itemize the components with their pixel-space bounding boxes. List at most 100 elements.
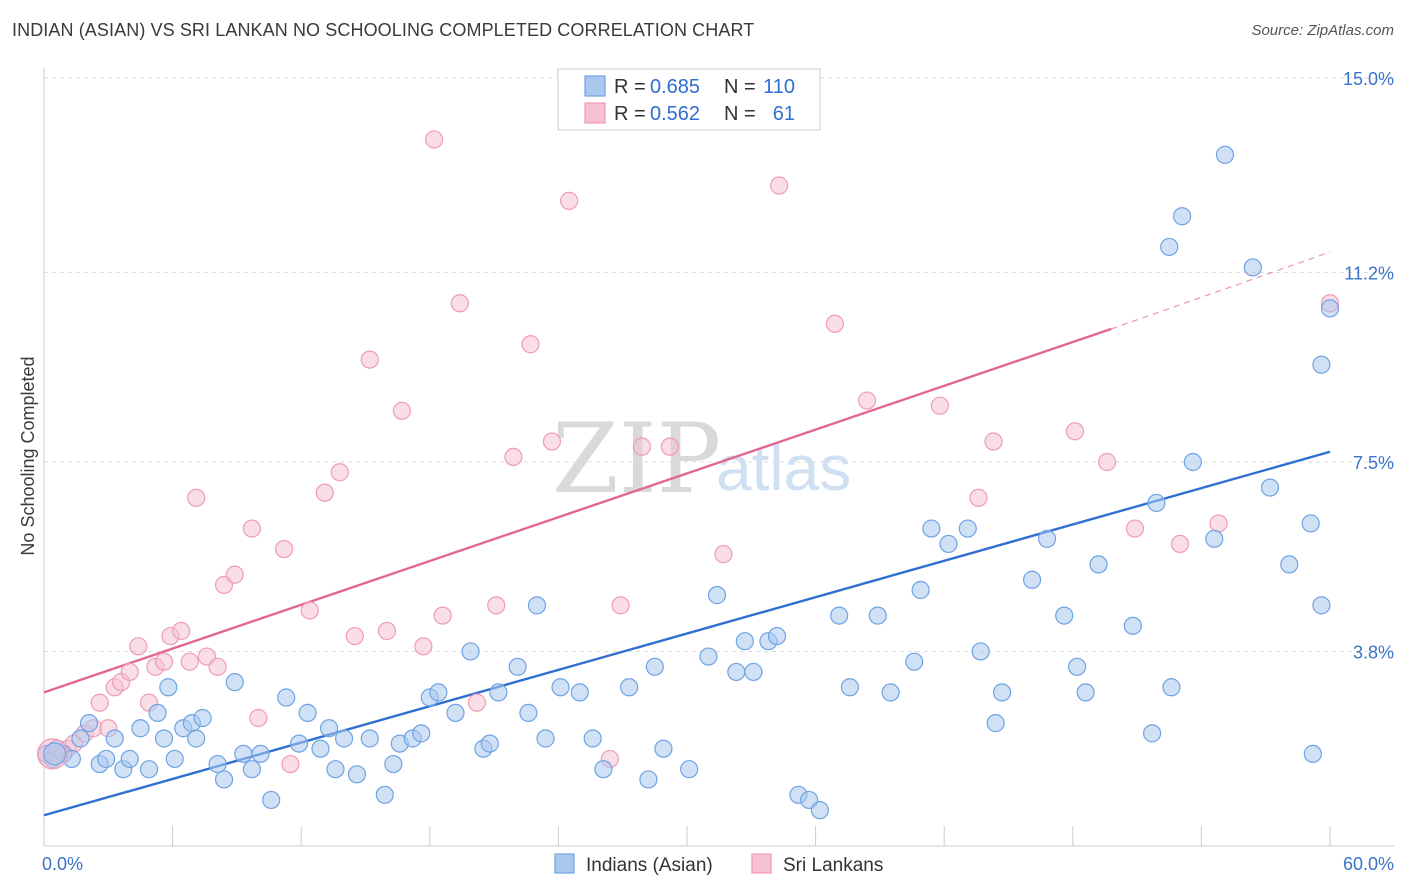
legend-n-label-srilankans: N = bbox=[724, 103, 756, 125]
data-point-s0-73 bbox=[830, 606, 849, 625]
data-point-s1-31 bbox=[360, 350, 379, 369]
data-point-s1-37 bbox=[450, 294, 469, 313]
data-point-s1-41 bbox=[521, 335, 540, 354]
data-point-s1-40 bbox=[504, 447, 523, 466]
source-label: Source: ZipAtlas.com bbox=[1251, 22, 1394, 39]
data-point-s1-56 bbox=[1097, 452, 1117, 472]
data-point-s0-76 bbox=[881, 683, 900, 702]
data-point-s0-53 bbox=[536, 729, 555, 748]
data-point-s0-100 bbox=[1243, 258, 1262, 277]
data-point-s0-16 bbox=[159, 678, 178, 697]
chart-title: INDIAN (ASIAN) VS SRI LANKAN NO SCHOOLIN… bbox=[12, 20, 755, 40]
data-point-s0-64 bbox=[707, 586, 727, 605]
bottom-legend-label-srilankans: Sri Lankans bbox=[783, 855, 883, 876]
data-points bbox=[36, 130, 1340, 820]
data-point-s0-97 bbox=[1183, 452, 1202, 472]
data-point-s0-83 bbox=[986, 714, 1005, 733]
data-point-s0-55 bbox=[570, 683, 589, 702]
data-point-s1-46 bbox=[632, 437, 652, 456]
data-point-s0-24 bbox=[225, 673, 244, 692]
data-point-s0-78 bbox=[911, 580, 930, 600]
data-point-s1-26 bbox=[281, 754, 300, 774]
data-point-s0-28 bbox=[262, 790, 281, 810]
data-point-s0-29 bbox=[277, 688, 296, 707]
data-point-s0-37 bbox=[360, 729, 379, 748]
data-point-cluster-indians bbox=[43, 742, 67, 766]
data-point-s0-69 bbox=[767, 626, 787, 646]
data-point-s0-65 bbox=[727, 662, 746, 682]
data-point-s0-89 bbox=[1076, 683, 1095, 702]
data-point-s1-30 bbox=[345, 626, 364, 646]
data-point-s1-27 bbox=[300, 601, 319, 620]
data-point-s1-10 bbox=[120, 662, 139, 682]
data-point-s0-31 bbox=[298, 703, 317, 722]
data-point-s0-9 bbox=[105, 729, 124, 748]
data-point-s0-54 bbox=[551, 678, 570, 697]
data-point-s0-22 bbox=[208, 754, 227, 774]
legend-n-value-indians: 110 bbox=[763, 76, 795, 98]
x-tick-label-min: 0.0% bbox=[42, 854, 83, 874]
data-point-s1-39 bbox=[487, 596, 506, 615]
data-point-s0-106 bbox=[1312, 355, 1331, 374]
data-point-s0-84 bbox=[992, 683, 1012, 702]
legend-r-value-indians: 0.685 bbox=[650, 76, 700, 98]
data-point-s0-66 bbox=[735, 632, 754, 651]
data-point-s1-52 bbox=[930, 396, 950, 415]
watermark-atlas: atlas bbox=[716, 432, 851, 504]
data-point-s0-13 bbox=[139, 760, 159, 779]
data-point-s0-92 bbox=[1143, 724, 1162, 743]
data-point-s0-79 bbox=[922, 519, 941, 538]
y-tick-label-0: 3.8% bbox=[1353, 642, 1394, 662]
data-point-s0-49 bbox=[489, 683, 508, 702]
data-point-s0-26 bbox=[242, 760, 262, 779]
data-point-s1-18 bbox=[187, 488, 206, 507]
data-point-s0-57 bbox=[594, 760, 613, 779]
data-point-s1-53 bbox=[969, 488, 988, 507]
data-point-s0-56 bbox=[583, 729, 602, 748]
data-point-s0-38 bbox=[375, 785, 394, 804]
data-point-s0-15 bbox=[154, 729, 174, 748]
bottom-legend-swatch-srilankans bbox=[751, 853, 772, 874]
data-point-s0-75 bbox=[868, 606, 887, 625]
data-point-s0-51 bbox=[519, 703, 538, 722]
data-point-s1-43 bbox=[560, 191, 579, 210]
axes bbox=[43, 68, 1394, 847]
data-point-s0-58 bbox=[620, 678, 639, 697]
y-tick-labels: 3.8% 7.5% 11.2% 15.0% bbox=[1343, 69, 1394, 662]
data-point-s0-45 bbox=[446, 703, 465, 722]
data-point-s0-98 bbox=[1205, 529, 1224, 548]
data-point-s1-49 bbox=[770, 176, 789, 195]
data-point-s1-6 bbox=[90, 693, 109, 712]
data-point-s0-39 bbox=[384, 754, 403, 774]
data-point-s0-107 bbox=[1320, 299, 1340, 318]
data-point-s0-32 bbox=[311, 739, 330, 758]
data-point-s0-21 bbox=[193, 708, 212, 728]
data-point-s0-61 bbox=[654, 739, 673, 758]
data-point-s1-57 bbox=[1125, 519, 1145, 538]
data-point-s0-36 bbox=[347, 765, 367, 784]
data-point-s0-88 bbox=[1067, 657, 1087, 676]
legend-swatch-srilankans bbox=[584, 102, 606, 124]
data-point-s1-29 bbox=[330, 463, 349, 482]
trend-line-extension-1 bbox=[1111, 251, 1331, 330]
data-point-s1-45 bbox=[611, 596, 630, 615]
data-point-s0-62 bbox=[680, 760, 699, 779]
data-point-s1-34 bbox=[414, 637, 433, 656]
data-point-s1-59 bbox=[1209, 514, 1228, 533]
data-point-s1-47 bbox=[660, 437, 679, 456]
bottom-legend-label-indians: Indians (Asian) bbox=[586, 855, 713, 876]
data-point-s1-17 bbox=[180, 652, 199, 671]
legend-n-value-srilankans: 61 bbox=[773, 103, 795, 125]
data-point-s1-48 bbox=[714, 545, 733, 564]
data-point-s0-103 bbox=[1301, 514, 1320, 533]
y-tick-label-2: 11.2% bbox=[1344, 264, 1394, 284]
data-point-s0-17 bbox=[165, 749, 184, 769]
data-point-s0-60 bbox=[645, 657, 664, 676]
data-point-s0-96 bbox=[1173, 207, 1192, 226]
legend-r-label-indians: R = bbox=[614, 76, 646, 98]
data-point-s0-14 bbox=[148, 703, 167, 722]
data-point-s0-86 bbox=[1037, 529, 1057, 548]
data-point-s0-8 bbox=[97, 749, 116, 769]
x-tick-label-max: 60.0% bbox=[1343, 854, 1394, 874]
data-point-s0-74 bbox=[840, 678, 859, 697]
